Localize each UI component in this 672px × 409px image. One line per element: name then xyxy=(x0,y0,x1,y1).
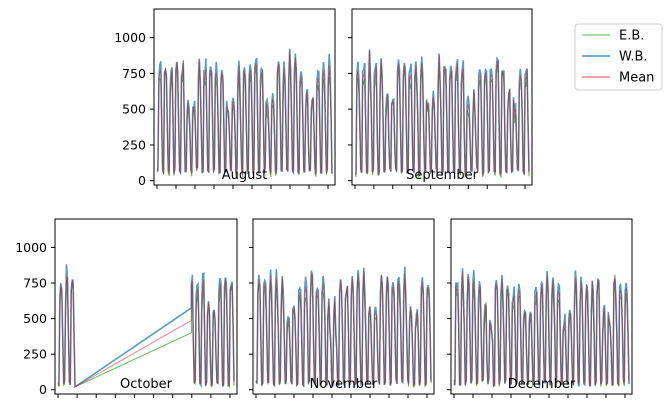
panel-label: November xyxy=(310,377,378,392)
y-tick-label: 500 xyxy=(23,311,47,326)
y-tick-label: 750 xyxy=(23,276,47,291)
series-mean-line xyxy=(57,276,235,388)
y-tick-label: 500 xyxy=(122,102,146,117)
legend-label: E.B. xyxy=(619,29,644,44)
axes-frame xyxy=(450,218,633,395)
y-tick-label: 0 xyxy=(39,382,47,397)
series-mean-line xyxy=(156,51,333,176)
series-group xyxy=(57,264,235,389)
legend-label: W.B. xyxy=(619,50,648,65)
legend-label: Mean xyxy=(619,71,654,86)
y-tick-label: 1000 xyxy=(15,240,47,255)
y-tick-label: 250 xyxy=(122,137,146,152)
series-group xyxy=(255,266,432,389)
panel-october: 0 250 500 750 1000 October xyxy=(15,218,238,398)
panel-label: December xyxy=(508,377,576,392)
series-mean-line xyxy=(453,271,630,388)
series-mean-line xyxy=(255,271,432,388)
axes-frame xyxy=(351,8,533,186)
series-wb-line xyxy=(255,266,432,389)
axes-frame xyxy=(252,218,435,395)
panel-september: September xyxy=(348,8,533,189)
y-tick-label: 1000 xyxy=(114,30,146,45)
series-group xyxy=(156,48,333,178)
legend: E.B. W.B. Mean xyxy=(574,23,663,91)
y-tick-label: 250 xyxy=(23,347,47,362)
panel-december: December xyxy=(447,218,633,398)
y-tick-label: 0 xyxy=(138,173,146,188)
legend-box xyxy=(574,23,663,91)
panel-august: 0 250 500 750 1000 August xyxy=(114,8,336,189)
panel-label: September xyxy=(406,168,479,183)
axes-frame xyxy=(153,8,336,186)
axes-frame xyxy=(54,218,238,395)
series-mean-line xyxy=(354,50,530,177)
panel-november: November xyxy=(249,218,435,398)
series-group xyxy=(354,49,530,179)
panel-label: August xyxy=(222,168,268,183)
panel-label: October xyxy=(120,377,173,392)
y-tick-label: 750 xyxy=(122,66,146,81)
series-group xyxy=(453,268,630,388)
